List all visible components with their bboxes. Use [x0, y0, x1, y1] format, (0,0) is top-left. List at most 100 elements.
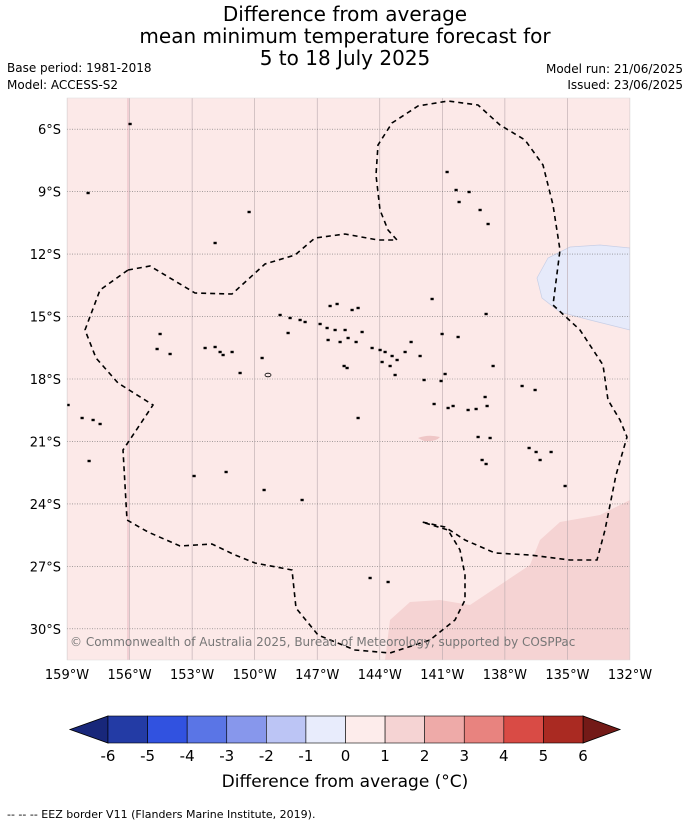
island-mark-11	[484, 312, 488, 316]
longitude-labels: 159°W 156°W 153°W 150°W 147°W 144°W 141°W 138°W…	[45, 668, 652, 683]
title-line-3: 5 to 18 July 2025	[259, 46, 431, 70]
lon-label-5: 144°W	[358, 668, 402, 683]
colorbar-tick-10: 4	[499, 747, 509, 765]
colorbar-high-extension	[582, 715, 622, 744]
island-mark-62	[474, 407, 478, 411]
colorbar-segment-2	[186, 715, 228, 744]
island-mark-9	[486, 222, 490, 226]
lon-label-4: 147°W	[295, 668, 339, 683]
lat-label-2: 12°S	[30, 248, 61, 263]
island-mark-46	[388, 364, 392, 368]
island-mark-61	[466, 408, 470, 412]
island-mark-49	[440, 332, 444, 336]
island-mark-48	[409, 340, 413, 344]
island-mark-6	[467, 190, 471, 194]
island-mark-73	[476, 435, 480, 439]
island-mark-39	[286, 331, 290, 335]
island-mark-88	[386, 580, 390, 584]
colorbar-tick-5: -1	[298, 747, 313, 765]
map-plot-area: © Commonwealth of Australia 2025, Bureau…	[67, 98, 630, 660]
island-mark-23	[343, 328, 347, 332]
island-mark-29	[158, 332, 162, 336]
island-mark-34	[218, 350, 222, 354]
model-name: Model: ACCESS-S2	[7, 78, 119, 92]
island-mark-25	[354, 340, 358, 344]
lat-label-7: 27°S	[30, 560, 61, 575]
island-mark-42	[383, 350, 387, 354]
island-mark-52	[342, 364, 346, 368]
colorbar-segment-8	[424, 715, 465, 744]
island-mark-3	[213, 241, 217, 245]
colorbar-tick-2: -4	[180, 747, 195, 765]
island-mark-59	[446, 406, 450, 410]
island-mark-30	[155, 347, 159, 351]
lon-label-7: 138°W	[483, 668, 527, 683]
island-mark-5	[454, 188, 458, 192]
island-mark-12	[278, 313, 282, 317]
atoll-mark	[264, 372, 272, 378]
colorbar-segment-11	[543, 715, 584, 744]
island-mark-18	[350, 308, 354, 312]
lat-label-1: 9°S	[38, 186, 61, 201]
colorbar-segment-3	[226, 715, 267, 744]
island-mark-14	[298, 318, 302, 322]
colorbar: -6 -5 -4 -3 -2 -1 0 1 2 3 4 5 6	[68, 715, 622, 765]
warm-anomaly-region	[385, 500, 630, 660]
colorbar-tick-9: 3	[459, 747, 469, 765]
island-mark-13	[288, 316, 292, 320]
island-mark-40	[370, 346, 374, 350]
lon-label-1: 156°W	[107, 668, 151, 683]
title-line-2: mean minimum temperature forecast for	[139, 24, 551, 48]
graticule	[67, 98, 630, 660]
colorbar-segment-10	[503, 715, 544, 744]
island-mark-22	[333, 328, 337, 332]
island-mark-24	[346, 336, 350, 340]
copyright-text: © Commonwealth of Australia 2025, Bureau…	[70, 635, 575, 649]
island-mark-63	[483, 395, 487, 399]
island-mark-87	[368, 576, 372, 580]
colorbar-tick-7: 1	[380, 747, 390, 765]
island-mark-31	[168, 352, 172, 356]
island-mark-53	[345, 366, 349, 370]
island-mark-7	[457, 200, 461, 204]
lat-label-0: 6°S	[38, 123, 61, 138]
island-mark-8	[478, 208, 482, 212]
island-mark-85	[262, 488, 266, 492]
island-mark-15	[303, 320, 307, 324]
islands	[67, 122, 567, 584]
island-mark-43	[390, 354, 394, 358]
lon-label-2: 153°W	[170, 668, 214, 683]
colorbar-tick-4: -2	[259, 747, 274, 765]
lon-label-6: 141°W	[420, 668, 464, 683]
island-mark-45	[380, 360, 384, 364]
island-mark-21	[325, 326, 329, 330]
island-mark-65	[491, 364, 495, 368]
island-mark-79	[480, 458, 484, 462]
island-mark-28	[360, 330, 364, 334]
island-mark-51	[418, 354, 422, 358]
lat-label-5: 21°S	[30, 435, 61, 450]
island-mark-58	[432, 402, 436, 406]
lon-label-8: 135°W	[545, 668, 589, 683]
island-mark-0	[128, 122, 132, 126]
base-period: Base period: 1981-2018	[7, 61, 152, 75]
island-mark-56	[439, 379, 443, 383]
colorbar-tick-8: 2	[420, 747, 430, 765]
island-mark-37	[260, 356, 264, 360]
island-mark-2	[247, 210, 251, 214]
island-mark-16	[328, 304, 332, 308]
forecast-map: © Commonwealth of Australia 2025, Bureau…	[30, 97, 652, 765]
lon-label-3: 150°W	[233, 668, 277, 683]
island-mark-20	[318, 322, 322, 326]
island-mark-57	[393, 373, 397, 377]
island-mark-55	[443, 372, 447, 376]
island-mark-82	[87, 459, 91, 463]
colorbar-tick-0: -6	[101, 747, 116, 765]
island-mark-75	[527, 446, 531, 450]
issued-date: Issued: 23/06/2025	[567, 78, 683, 92]
colorbar-segment-7	[384, 715, 425, 744]
island-mark-10	[430, 297, 434, 301]
colorbar-segment-0	[107, 715, 148, 744]
map-frame	[66, 97, 631, 661]
lat-label-4: 18°S	[30, 373, 61, 388]
